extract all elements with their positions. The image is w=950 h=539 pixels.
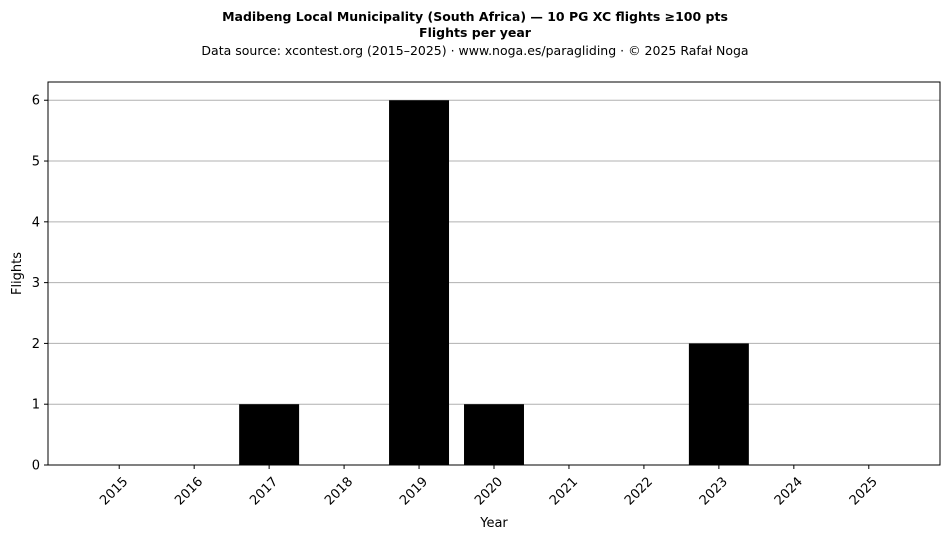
y-tick-label: 3: [32, 276, 40, 291]
x-axis-label: Year: [479, 516, 508, 531]
x-tick-label: 2025: [847, 474, 881, 508]
x-tick-label: 2021: [547, 474, 581, 508]
x-axis-ticks: 2015 2016 2017 2018 2019 2020 2021 2022 2023 2024…: [97, 465, 881, 508]
y-tick-label: 0: [32, 459, 40, 474]
bar-2017: [239, 404, 300, 465]
y-tick-label: 6: [32, 94, 40, 109]
x-tick-label: 2024: [772, 474, 806, 508]
chart-source-note: Data source: xcontest.org (2015–2025) · …: [201, 43, 749, 58]
x-tick-label: 2023: [697, 474, 731, 508]
x-tick-label: 2018: [322, 474, 356, 508]
x-tick-label: 2016: [172, 474, 206, 508]
y-axis-label: Flights: [10, 252, 25, 295]
y-tick-label: 1: [32, 398, 40, 413]
x-tick-label: 2017: [247, 474, 281, 508]
bar-2019: [389, 100, 450, 465]
bar-2020: [464, 404, 524, 465]
x-tick-label: 2019: [397, 474, 431, 508]
chart-subtitle: Flights per year: [419, 25, 531, 40]
grid-lines: [48, 99, 940, 405]
y-tick-label: 2: [32, 337, 40, 352]
plot-area-frame: [47, 81, 941, 466]
bar-2023: [688, 343, 749, 465]
x-tick-label: 2015: [97, 474, 131, 508]
y-tick-label: 4: [32, 215, 40, 230]
chart-title: Madibeng Local Municipality (South Afric…: [222, 9, 728, 24]
y-axis-ticks: 0 1 2 3 4 5 6: [32, 94, 48, 474]
x-tick-label: 2022: [622, 474, 656, 508]
bars: [239, 100, 749, 465]
x-tick-label: 2020: [472, 474, 506, 508]
y-tick-label: 5: [32, 155, 40, 170]
